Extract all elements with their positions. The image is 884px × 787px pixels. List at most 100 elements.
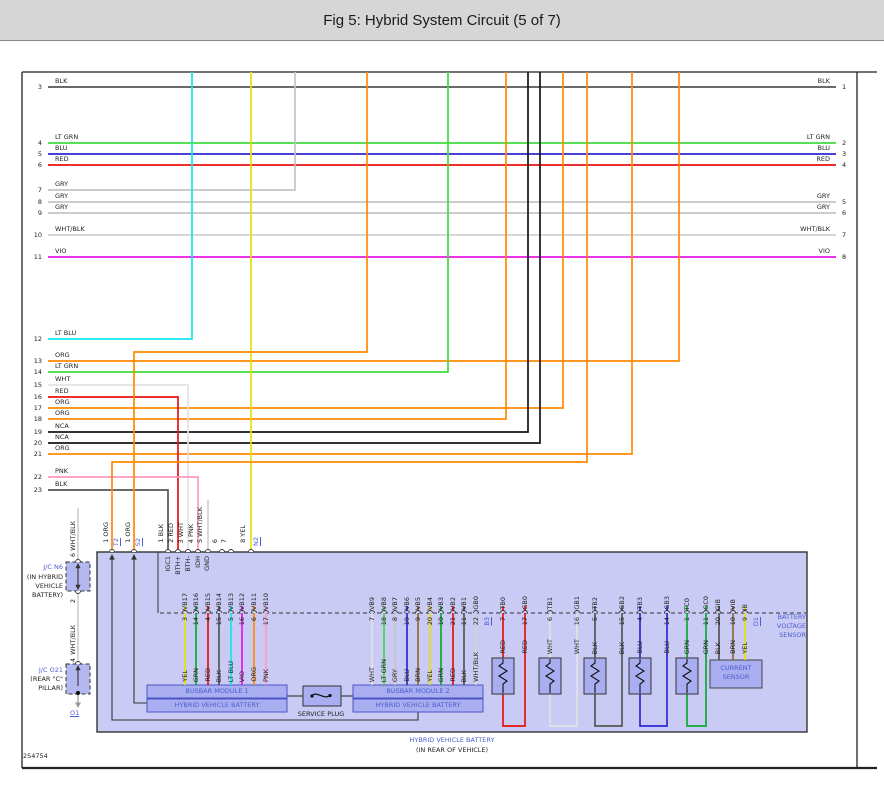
left-wire-16-color-label: RED (55, 387, 69, 395)
sensor-pin-name-8: VB9 (368, 596, 376, 610)
wire-blk-23 (48, 489, 169, 549)
sensor-pin-arc-18 (500, 610, 506, 614)
sensor-wire-color-2: WHT (546, 638, 554, 654)
t2-arrowhead (109, 554, 115, 560)
sensor-pin-arc-15 (450, 610, 456, 614)
busbar-wire-color-7: PNK (262, 668, 270, 682)
sensor-pin-arc-27 (703, 610, 709, 614)
sensor-wire-color-9: GRN (702, 639, 710, 654)
right-pin-number-4: 4 (842, 161, 847, 169)
jc-o21-location-1: PILLAR) (38, 684, 63, 692)
battery-top-pin-arc-0 (109, 549, 115, 553)
resistor-symbol-1 (497, 659, 509, 693)
sensor-pin-arc-8 (369, 610, 375, 614)
left-wire-11-color-label: VIO (55, 247, 67, 255)
sensor-pin-name-7: VB10 (262, 592, 270, 610)
sensor-pin-arc-24 (637, 610, 643, 614)
busbar-wire-color-12: BRN (414, 668, 422, 682)
sensor-wire-color-7: BLU (663, 641, 671, 654)
left-pin-number-12: 12 (33, 335, 42, 343)
sensor-pin-number-4: 5 (227, 617, 235, 622)
battery-top-pin-arc-7 (219, 549, 225, 553)
page-title: Fig 5: Hybrid System Circuit (5 of 7) (323, 11, 561, 29)
turn-down-wires (48, 72, 588, 549)
sensor-pin-arc-22 (592, 610, 598, 614)
wire-org-18 (48, 72, 507, 420)
battery-voltage-sensor-label-1: VOLTAGE (776, 622, 806, 630)
sensor-wire-color-1: RED (521, 640, 529, 654)
sensor-pin-name-12: VB5 (414, 596, 422, 610)
left-wire-3-color-label: BLK (55, 77, 68, 85)
jc-n6-location-2: BATTERY) (32, 591, 63, 599)
sensor-pin-number-27: 1 (683, 617, 691, 622)
left-wire-15-color-label: WHT (55, 375, 71, 383)
jc-n6-bottom-pin-label: 2 (69, 598, 77, 603)
thermistor-boxes (491, 657, 699, 695)
sensor-pin-number-32: D1 (752, 617, 760, 627)
busbar-wire-color-13: YEL (426, 670, 434, 682)
sensor-pin-name-15: VB2 (449, 596, 457, 610)
sensor-pin-arc-25 (664, 610, 670, 614)
battery-top-pin-arc-4 (185, 549, 191, 553)
busbar-module-1-box (146, 684, 288, 699)
sensor-pin-arc-17 (473, 610, 479, 614)
sensor-wire-color-11: BRN (729, 640, 737, 654)
busbar-module-1-label: BUSBAR MODULE 1 (185, 687, 249, 695)
title-bar: Fig 5: Hybrid System Circuit (5 of 7) (0, 0, 884, 41)
sensor-pin-arc-30 (742, 610, 748, 614)
busbar-wire-color-2: RED (204, 668, 212, 682)
jc-o21-ground-arrowhead (75, 702, 81, 708)
sensor-pin-arc-7 (263, 610, 269, 614)
busbar-wire-color-1: GRN (192, 667, 200, 682)
sensor-pin-name-0: VB17 (181, 592, 189, 610)
wire-ltblu-12 (48, 72, 193, 340)
battery-top-pin-label-9: 8 YEL (239, 525, 247, 543)
sensor-pin-name-21: GB1 (573, 596, 581, 610)
sensor-pin-number-26: 14 (663, 617, 671, 626)
thermistor-box-5 (675, 657, 699, 695)
sensor-pin-arc-9 (381, 610, 387, 614)
sensor-pin-number-25: 4 (636, 617, 644, 622)
sensor-pin-number-13: 20 (426, 617, 434, 626)
sensor-pin-number-5: 16 (238, 617, 246, 626)
busbar-wire-color-0: YEL (181, 670, 189, 682)
hv-battery-location: (IN REAR OF VEHICLE) (415, 746, 489, 754)
left-wire-5-color-label: BLU (55, 144, 68, 152)
sensor-pin-number-14: 10 (437, 617, 445, 626)
tb1-gb1-loop (549, 606, 578, 727)
left-wire-12-color-label: LT BLU (55, 329, 77, 337)
battery-top-pin-arc-1 (131, 549, 137, 553)
jc-o21-top-pin-arc (75, 661, 81, 665)
sensor-pin-name-19: GB0 (521, 596, 529, 610)
sensor-pin-name-28: GIB (714, 598, 722, 610)
sensor-pin-number-7: 17 (262, 617, 270, 626)
sensor-pin-number-2: 4 (204, 617, 212, 622)
jc-o21-junction-dot (75, 690, 81, 696)
sensor-pin-arc-4 (228, 610, 234, 614)
left-wire-9-color-label: GRY (55, 203, 69, 211)
sensor-wire-color-6: BLU (636, 641, 644, 654)
wire-org-21 (48, 72, 633, 455)
right-pin-number-8: 8 (842, 253, 847, 261)
sensor-pin-name-9: VB8 (380, 596, 388, 610)
battery-top-pin-label-1: 1 ORG (124, 522, 132, 543)
left-wire-7-color-label: GRY (55, 180, 69, 188)
busbar-wire-color-5: VIO (238, 670, 246, 682)
right-wire-4-color-label: RED (816, 155, 830, 163)
busbar-wire-color-15: RED (449, 668, 457, 682)
jc-n6-bottom-pin-arc (75, 590, 81, 594)
left-pin-number-14: 14 (33, 368, 42, 376)
temp-sensor-wires (502, 606, 746, 727)
right-wire-7-color-label: WHT/BLK (800, 225, 830, 233)
wire-org-13 (48, 72, 680, 362)
busbar-wire-color-14: GRN (437, 667, 445, 682)
jc-n6-name: J/C N6 (43, 563, 63, 571)
sensor-pin-number-23: 5 (591, 617, 599, 622)
sensor-pin-number-21: 6 (546, 617, 554, 622)
sensor-pin-arc-0 (182, 610, 188, 614)
sensor-pin-name-27: GC0 (702, 596, 710, 610)
battery-top-pin-arc-8 (228, 549, 234, 553)
left-pin-number-22: 22 (33, 473, 42, 481)
left-pin-number-4: 4 (37, 139, 42, 147)
wire-gry-7 (48, 72, 296, 191)
